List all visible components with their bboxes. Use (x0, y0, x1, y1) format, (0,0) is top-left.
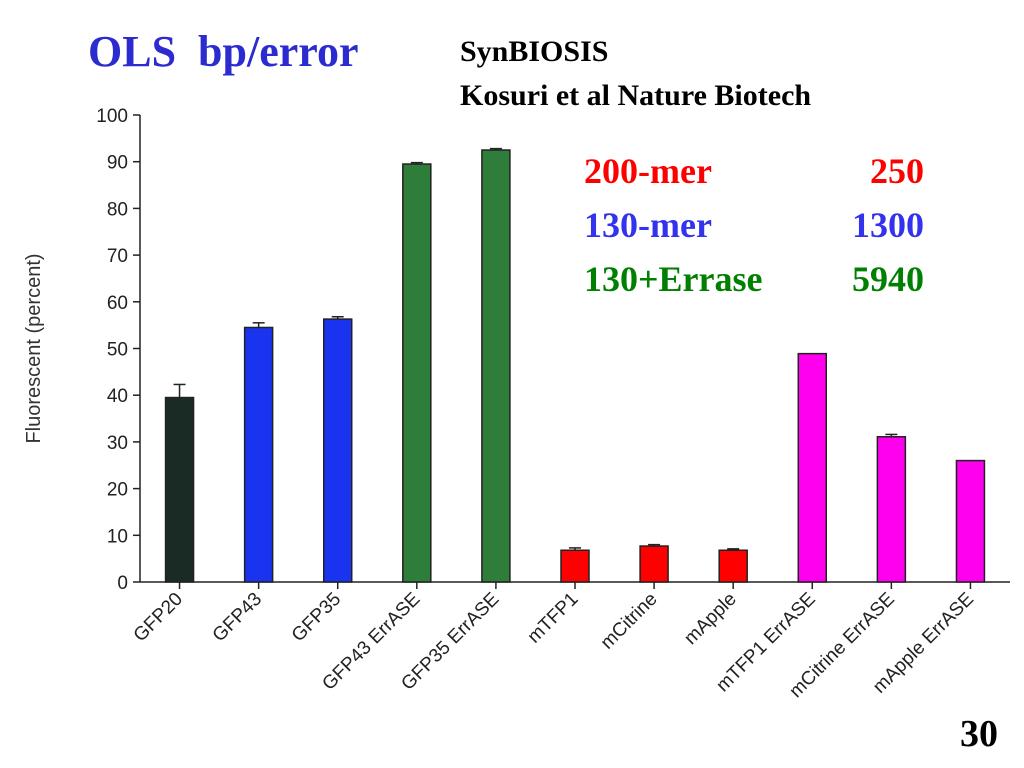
bar-6 (639, 545, 669, 583)
source-citation: SynBIOSIS Kosuri et al Nature Biotech (460, 30, 811, 118)
stat-row-200mer: 200-mer 250 (584, 150, 924, 194)
y-tick-label: 20 (107, 480, 128, 501)
x-tick-label: GFP20 (130, 589, 187, 646)
stat-label: 130+Errase (584, 259, 763, 299)
slide-title: OLS bp/error (88, 27, 359, 76)
stat-row-errase: 130+Errase 5940 (584, 258, 924, 302)
y-tick-label: 10 (107, 526, 128, 547)
y-tick-label: 0 (117, 573, 128, 594)
x-tick-label: mTFP1 (524, 589, 583, 648)
y-tick-label: 100 (96, 106, 128, 127)
bar-7 (718, 549, 748, 583)
y-tick-label: 80 (107, 199, 128, 220)
x-tick-label: GFP35 (288, 589, 345, 646)
y-tick-label: 30 (107, 433, 128, 454)
bar-8 (797, 352, 828, 583)
source-line-1: SynBIOSIS (460, 35, 609, 68)
stat-value: 5940 (852, 259, 924, 299)
y-tick-label: 40 (107, 386, 128, 407)
bar-1 (243, 326, 274, 583)
source-line-2: Kosuri et al Nature Biotech (460, 79, 812, 112)
stat-value: 1300 (852, 205, 924, 245)
stat-value: 250 (870, 151, 924, 191)
bar-3 (402, 163, 432, 583)
bar-10 (955, 459, 986, 583)
x-tick-label: GFP43 (209, 589, 266, 646)
x-tick-label: mApple (680, 589, 740, 649)
page-number: 30 (960, 713, 998, 755)
bar-9 (876, 436, 907, 583)
y-tick-label: 70 (107, 246, 128, 267)
bar-4 (481, 149, 511, 583)
y-tick-label: 90 (107, 153, 128, 174)
y-tick-label: 50 (107, 340, 128, 361)
stat-row-130mer: 130-mer 1300 (584, 204, 924, 248)
y-tick-label: 60 (107, 293, 128, 314)
y-axis-label: Fluorescent (percent) (23, 253, 45, 443)
x-tick-label: mCitrine (597, 589, 662, 654)
bar-2 (322, 318, 353, 583)
bar-5 (560, 549, 590, 583)
bar-0 (164, 396, 195, 583)
stat-label: 130-mer (584, 205, 712, 245)
stat-label: 200-mer (584, 151, 712, 191)
